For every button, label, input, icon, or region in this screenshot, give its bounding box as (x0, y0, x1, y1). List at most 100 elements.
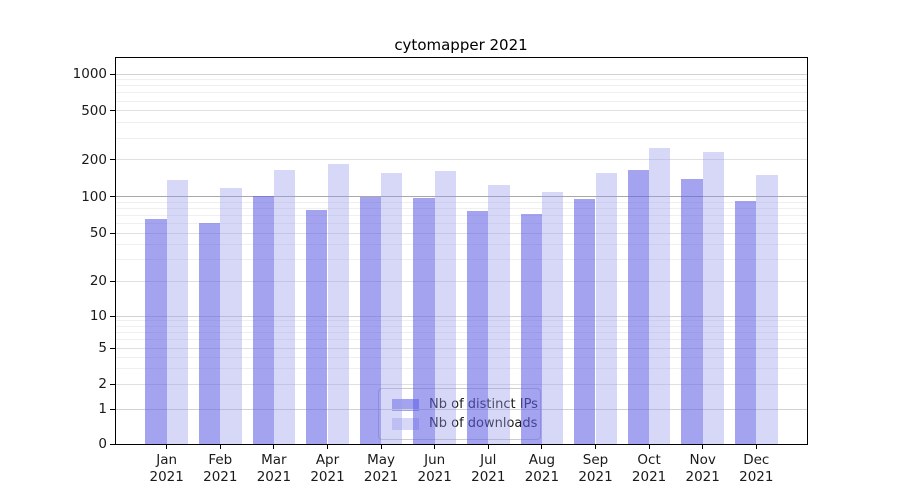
x-tick-mark-jul (487, 445, 489, 449)
x-tick-year: 2021 (363, 468, 399, 485)
bar-downloads-jan (166, 180, 189, 444)
y-tick-label-1: 1 (98, 401, 107, 417)
gridline-major-2 (116, 383, 807, 385)
gridline-minor (116, 215, 807, 217)
gridline-major-200 (116, 159, 807, 161)
y-tick-mark-1 (110, 408, 115, 410)
bar-downloads-oct (649, 147, 671, 444)
bar-distinct-ips-mar (252, 196, 274, 444)
x-tick-year: 2021 (685, 468, 720, 485)
x-tick-mark-oct (648, 445, 650, 449)
x-tick-label-jul: Jul 2021 (456, 452, 520, 485)
x-tick-month: Jan (156, 452, 178, 468)
y-tick-mark-10 (110, 315, 115, 317)
gridline-minor (116, 356, 807, 358)
x-tick-label-nov: Nov 2021 (671, 452, 735, 485)
x-tick-label-aug: Aug 2021 (510, 452, 574, 485)
x-tick-mark-mar (273, 445, 275, 449)
x-tick-mark-dec (755, 445, 757, 449)
x-tick-month: Nov (689, 452, 716, 468)
bar-distinct-ips-oct (627, 169, 650, 444)
x-tick-year: 2021 (631, 468, 667, 485)
x-tick-mark-jan (166, 445, 168, 449)
x-tick-label-feb: Feb 2021 (188, 452, 252, 485)
gridline-minor (116, 259, 807, 261)
bar-distinct-ips-apr (306, 209, 328, 444)
gridline-major-1 (116, 408, 807, 410)
x-tick-month: Aug (528, 452, 556, 468)
bar-distinct-ips-nov (681, 178, 703, 444)
y-tick-label-200: 200 (81, 151, 107, 168)
x-tick-mark-jun (434, 445, 436, 449)
gridline-major-5 (116, 347, 807, 349)
x-tick-mark-nov (702, 445, 704, 449)
x-tick-year: 2021 (471, 468, 506, 485)
x-tick-label-mar: Mar 2021 (242, 452, 306, 485)
gridline-major-1000 (116, 73, 807, 75)
x-tick-month: Jun (424, 452, 446, 468)
x-tick-mark-aug (541, 445, 543, 449)
y-tick-mark-200 (110, 159, 115, 161)
bar-downloads-sep (595, 173, 617, 444)
x-tick-year: 2021 (417, 468, 452, 485)
x-tick-year: 2021 (256, 468, 292, 485)
x-tick-year: 2021 (149, 468, 184, 485)
x-tick-year: 2021 (524, 468, 560, 485)
y-tick-mark-2 (110, 383, 115, 385)
legend-swatch-distinct-ips (392, 398, 419, 411)
x-tick-label-oct: Oct 2021 (617, 452, 681, 485)
legend: Nb of distinct IPs Nb of downloads (378, 388, 541, 440)
x-tick-month: Apr (315, 452, 340, 468)
x-tick-month: Oct (637, 452, 661, 468)
x-tick-month: Dec (743, 452, 770, 468)
bar-distinct-ips-feb (198, 222, 221, 444)
gridline-minor (116, 207, 807, 209)
gridline-minor (116, 85, 807, 87)
x-tick-label-sep: Sep 2021 (564, 452, 628, 485)
plot-area: Nb of distinct IPs Nb of downloads (115, 57, 808, 445)
x-tick-mark-apr (327, 445, 328, 449)
gridline-minor (116, 223, 807, 225)
x-tick-year: 2021 (578, 468, 613, 485)
bar-downloads-feb (220, 188, 242, 444)
bar-downloads-dec (756, 175, 778, 444)
x-tick-year: 2021 (310, 468, 345, 485)
legend-item-downloads: Nb of downloads (385, 414, 537, 433)
x-tick-mark-sep (595, 445, 596, 449)
x-tick-month: Sep (582, 452, 609, 468)
bar-distinct-ips-jan (145, 219, 167, 444)
y-tick-label-100: 100 (81, 188, 107, 205)
y-tick-label-50: 50 (89, 225, 107, 242)
x-tick-month: May (367, 452, 396, 468)
x-tick-label-dec: Dec 2021 (724, 452, 788, 485)
y-tick-mark-100 (110, 196, 115, 198)
x-tick-month: Mar (261, 452, 287, 468)
chart-title: cytomapper 2021 (394, 36, 528, 54)
bar-distinct-ips-may (359, 196, 382, 444)
y-tick-label-2: 2 (98, 376, 107, 393)
bar-distinct-ips-jul (466, 210, 489, 444)
y-tick-label-0: 0 (98, 436, 107, 452)
gridline-minor (116, 92, 807, 94)
x-tick-year: 2021 (203, 468, 238, 485)
bar-distinct-ips-sep (574, 199, 596, 444)
gridline-minor (116, 79, 807, 81)
y-tick-mark-20 (110, 280, 115, 282)
bar-downloads-may (381, 173, 403, 444)
gridline-major-10 (116, 315, 807, 317)
y-tick-mark-50 (110, 232, 115, 234)
x-tick-label-apr: Apr 2021 (296, 452, 360, 485)
x-tick-label-jun: Jun 2021 (403, 452, 467, 485)
x-tick-month: Jul (480, 452, 497, 468)
gridline-minor (116, 325, 807, 327)
x-tick-mark-may (380, 445, 382, 449)
y-tick-mark-5 (110, 347, 115, 349)
gridline-minor (116, 244, 807, 246)
bar-downloads-apr (327, 164, 349, 444)
bar-downloads-jul (488, 184, 510, 444)
y-tick-label-1000: 1000 (72, 66, 107, 82)
gridline-minor (116, 339, 807, 341)
gridline-major-50 (116, 232, 807, 234)
bar-distinct-ips-aug (520, 214, 542, 444)
